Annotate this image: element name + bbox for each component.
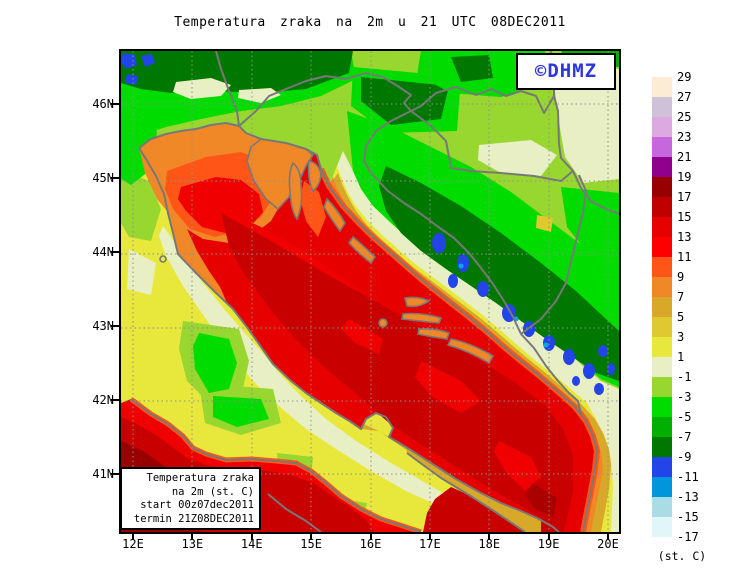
lon-label-14E: 14E: [240, 537, 263, 551]
legend-swatch-3: [652, 137, 672, 157]
lon-label-18E: 18E: [478, 537, 501, 551]
legend-swatch-4: [652, 157, 672, 177]
lat-label-42N: 42N: [92, 393, 114, 407]
lat-tick-41N: [111, 473, 119, 475]
legend-swatch-6: [652, 197, 672, 217]
adriatic-sea: [139, 123, 597, 532]
legend-label-9: 9: [677, 270, 685, 284]
legend-swatch-18: [652, 437, 672, 457]
legend-label-15: 15: [677, 210, 692, 224]
lon-tick-14E: [250, 534, 253, 540]
temperature-field-map: [121, 51, 619, 532]
legend-label-19: 19: [677, 170, 692, 184]
islands: [159, 138, 495, 365]
lat-tick-43N: [111, 325, 119, 327]
legend-label--15: -15: [677, 510, 699, 524]
legend-label--17: -17: [677, 530, 699, 544]
lat-label-44N: 44N: [92, 245, 114, 259]
legend-label-27: 27: [677, 90, 692, 104]
legend-label-7: 7: [677, 290, 685, 304]
coastlines: [130, 122, 598, 532]
lat-tick-42N: [111, 399, 119, 401]
legend-label-17: 17: [677, 190, 692, 204]
lon-tick-19E: [547, 534, 550, 540]
page-title: Temperatura zraka na 2m u 21 UTC 08DEC20…: [174, 15, 566, 30]
legend-swatch-10: [652, 277, 672, 297]
legend-colorbar: [652, 77, 672, 537]
lon-tick-13E: [191, 534, 194, 540]
legend-label-5: 5: [677, 310, 685, 324]
legend-label-23: 23: [677, 130, 692, 144]
lon-label-13E: 13E: [181, 537, 204, 551]
legend-swatch-9: [652, 257, 672, 277]
legend-swatch-13: [652, 337, 672, 357]
legend-label--5: -5: [677, 410, 692, 424]
legend-label-13: 13: [677, 230, 692, 244]
legend-swatch-15: [652, 377, 672, 397]
legend-label-21: 21: [677, 150, 692, 164]
legend-swatch-5: [652, 177, 672, 197]
legend-label--9: -9: [677, 450, 692, 464]
legend-label--7: -7: [677, 430, 692, 444]
legend-swatch-17: [652, 417, 672, 437]
lat-label-45N: 45N: [92, 171, 114, 185]
lon-label-12E: 12E: [122, 537, 144, 551]
legend-swatch-21: [652, 497, 672, 517]
lon-tick-20E: [607, 534, 609, 540]
legend-unit-label: (st. C): [657, 549, 707, 563]
lon-tick-16E: [369, 534, 372, 540]
legend-swatch-12: [652, 317, 672, 337]
interior-greens: [121, 51, 619, 395]
lon-label-20E: 20E: [597, 537, 619, 551]
lat-tick-45N: [111, 177, 119, 179]
lon-label-16E: 16E: [359, 537, 382, 551]
legend-swatch-0: [652, 77, 672, 97]
dhmz-logo: ©DHMZ: [516, 53, 616, 90]
legend-label-1: 1: [677, 350, 685, 364]
legend-label--11: -11: [677, 470, 699, 484]
country-borders: [215, 51, 619, 415]
legend-label-25: 25: [677, 110, 692, 124]
lon-tick-17E: [428, 534, 431, 540]
legend-swatch-16: [652, 397, 672, 417]
lon-tick-15E: [310, 534, 313, 540]
lon-tick-12E: [132, 534, 134, 540]
legend-swatch-22: [652, 517, 672, 537]
legend-label--1: -1: [677, 370, 692, 384]
info-line-3: termin 21Z08DEC2011: [133, 512, 254, 525]
legend-swatch-8: [652, 237, 672, 257]
legend-label-3: 3: [677, 330, 685, 344]
legend-swatch-2: [652, 117, 672, 137]
legend-label--3: -3: [677, 390, 692, 404]
legend-swatch-7: [652, 217, 672, 237]
lat-label-46N: 46N: [92, 97, 114, 111]
lon-label-17E: 17E: [419, 537, 441, 551]
legend-label--13: -13: [677, 490, 699, 504]
lon-label-15E: 15E: [300, 537, 322, 551]
lat-tick-46N: [111, 103, 119, 105]
legend-swatch-19: [652, 457, 672, 477]
forecast-info-box: Temperatura zraka na 2m (st. C) start 00z0…: [120, 467, 261, 530]
lat-label-41N: 41N: [92, 467, 114, 481]
legend-label-29: 29: [677, 70, 692, 84]
info-line-0: Temperatura zraka: [146, 472, 254, 484]
lon-label-19E: 19E: [537, 537, 560, 551]
legend-swatch-20: [652, 477, 672, 497]
lat-tick-44N: [111, 251, 119, 253]
info-line-1: na 2m (st. C): [171, 485, 254, 498]
legend-swatch-1: [652, 97, 672, 117]
graticule: [121, 51, 619, 532]
lat-label-43N: 43N: [92, 319, 114, 333]
legend-label-11: 11: [677, 250, 692, 264]
info-line-2: start 00z07dec2011: [140, 499, 254, 511]
map-area: [119, 49, 621, 534]
lon-tick-18E: [488, 534, 491, 540]
legend-swatch-14: [652, 357, 672, 377]
legend-swatch-11: [652, 297, 672, 317]
